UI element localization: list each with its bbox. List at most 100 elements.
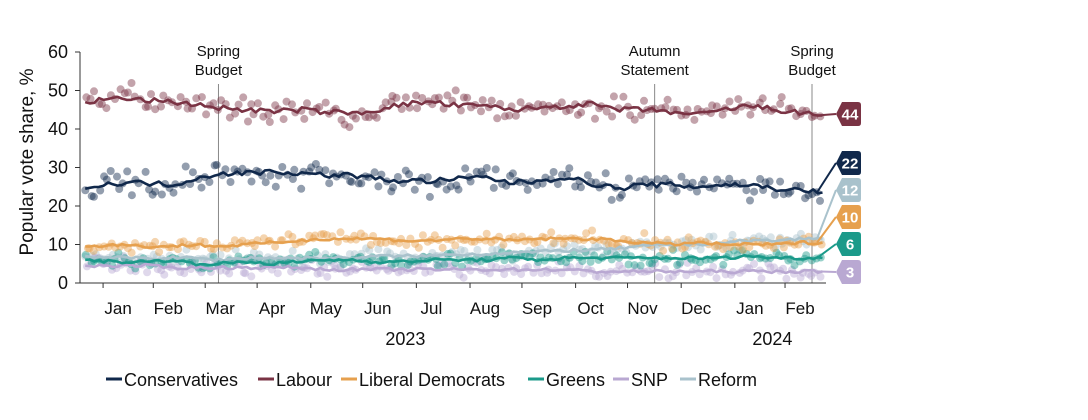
poll-dot (113, 172, 121, 181)
legend-label: Labour (276, 370, 332, 390)
poll-dot (630, 115, 639, 124)
poll-dot (197, 183, 206, 192)
poll-dot (196, 237, 205, 245)
poll-dot (617, 190, 626, 199)
end-value-badge (836, 232, 861, 256)
poll-dot (497, 243, 506, 252)
poll-dot (690, 115, 699, 124)
poll-dot (615, 193, 624, 202)
poll-dot (506, 172, 515, 180)
badge-connector (816, 243, 837, 259)
poll-dot (217, 96, 226, 105)
end-value-label: 10 (842, 210, 859, 227)
poll-dot (315, 103, 324, 111)
poll-dot (305, 231, 314, 240)
poll-dot (97, 100, 106, 108)
poll-dot (340, 120, 349, 129)
poll-dot (115, 185, 124, 193)
poll-dot (271, 182, 280, 191)
poll-dot (765, 177, 774, 186)
poll-dot (676, 258, 685, 267)
poll-dot (807, 271, 816, 280)
end-value-badge (836, 151, 861, 175)
poll-dot (533, 261, 542, 270)
poll-dot (144, 102, 153, 111)
poll-dot (738, 246, 746, 255)
poll-dot (288, 232, 297, 241)
poll-dot (143, 268, 152, 277)
poll-dot (127, 248, 136, 257)
poll-dot (430, 94, 439, 103)
poll-dot (772, 248, 781, 257)
y-ticks: 0 10 20 30 40 50 60 (48, 42, 80, 293)
poll-dot (626, 111, 635, 120)
poll-dot (376, 238, 385, 247)
poll-dot (456, 246, 465, 254)
poll-dot (661, 103, 670, 112)
series-line (85, 236, 823, 263)
poll-dot (212, 160, 221, 169)
poll-dot (123, 167, 132, 176)
poll-dot (477, 107, 485, 116)
poll-dot (442, 185, 451, 194)
poll-dot (459, 273, 468, 282)
poll-dot (265, 118, 274, 126)
poll-dot (247, 272, 256, 281)
poll-dot (651, 259, 660, 268)
poll-dot (682, 271, 691, 280)
poll-dot (622, 248, 631, 257)
poll-dot (523, 185, 532, 194)
poll-dot (287, 267, 296, 276)
poll-dot (482, 229, 491, 238)
year-label: 2024 (752, 329, 792, 349)
poll-dot (149, 250, 158, 259)
poll-dot (123, 88, 132, 97)
month-label: Feb (154, 299, 183, 318)
poll-dot (82, 93, 91, 102)
poll-dot (244, 117, 252, 126)
poll-dot (451, 86, 460, 95)
poll-dot (95, 100, 104, 108)
end-value-label: 3 (846, 265, 854, 282)
poll-dot (288, 246, 297, 255)
poll-dot (477, 167, 486, 176)
month-label: Mar (206, 299, 236, 318)
poll-dot (209, 99, 218, 108)
series-line (85, 236, 823, 249)
poll-dot (776, 177, 785, 186)
poll-dot (126, 266, 135, 275)
poll-dot (127, 191, 136, 200)
poll-dot (202, 110, 211, 119)
poll-dot (602, 240, 611, 249)
poll-dot (141, 167, 150, 176)
end-value-badges: 44 22 12 10 6 3 (816, 102, 861, 284)
poll-dot (374, 182, 383, 191)
poll-dot (673, 261, 682, 269)
poll-dot (779, 190, 788, 199)
poll-dot (777, 93, 786, 102)
poll-dot (796, 273, 805, 282)
y-tick-label: 20 (48, 196, 68, 216)
poll-dot (487, 261, 496, 270)
poll-dot (87, 192, 96, 201)
poll-dot (489, 183, 498, 192)
poll-dot (713, 175, 722, 184)
poll-dot (255, 250, 264, 259)
poll-dot (683, 258, 692, 267)
poll-dot (460, 246, 469, 255)
poll-dot (451, 241, 460, 250)
poll-dot (438, 259, 447, 268)
poll-dot (661, 174, 669, 183)
poll-dot (782, 274, 791, 283)
poll-dot (653, 175, 662, 184)
poll-dot (241, 269, 250, 278)
poll-dot (640, 229, 649, 238)
poll-dot (169, 188, 178, 197)
poll-dot (311, 160, 320, 168)
poll-dot (668, 244, 677, 253)
month-label: Jan (736, 299, 763, 318)
poll-dot (381, 238, 390, 247)
poll-dot (205, 178, 214, 186)
poll-dot (362, 244, 371, 253)
poll-dot (271, 242, 280, 251)
